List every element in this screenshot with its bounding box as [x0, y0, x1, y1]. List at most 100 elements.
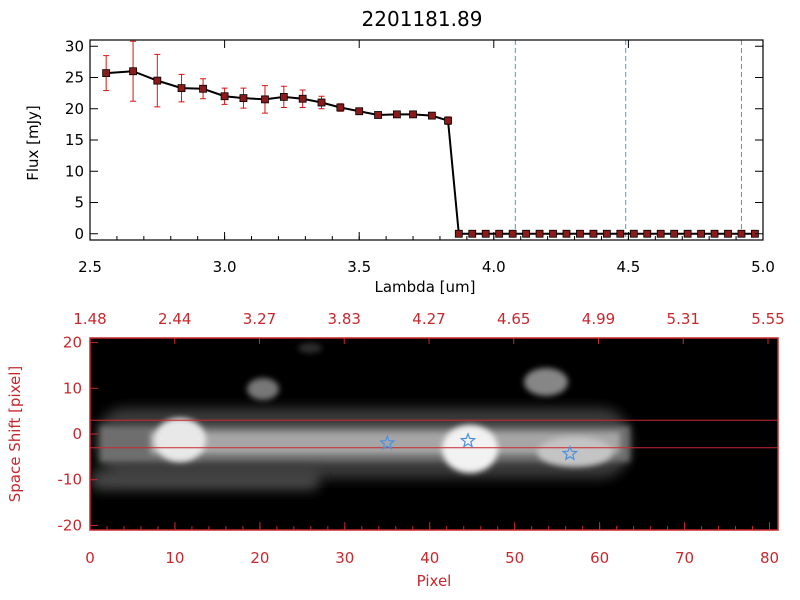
bright-knot-center — [442, 425, 498, 473]
data-point-1-21 — [737, 229, 746, 238]
wavelength-tick-label-3: 3.83 — [328, 310, 361, 328]
data-point-1-3 — [495, 229, 504, 238]
data-point-1-9 — [576, 229, 584, 238]
data-point-0-4 — [199, 84, 207, 93]
wavelength-tick-label-6: 4.99 — [582, 310, 615, 328]
data-point-1-6 — [535, 229, 544, 238]
aperture-lines — [90, 419, 778, 449]
spectrum-image-panel: 0 10 20 30 40 50 60 70 80 -20 -10 0 10 20 1.48 2.44 3.… — [6, 310, 785, 590]
blob-top-mid — [298, 343, 322, 353]
shift-tick-label-2: 0 — [72, 425, 82, 443]
y-tick-label-5: 25 — [65, 69, 84, 87]
star-markers — [379, 432, 579, 461]
data-point-0-9 — [298, 94, 307, 103]
data-point-0-11 — [336, 103, 345, 112]
blob-upper-left — [247, 378, 279, 400]
y-tick-label-3: 15 — [65, 131, 84, 149]
shift-tick-label-1: -10 — [58, 471, 83, 489]
spectrum-panel: 2201181.89 2.5 3.0 3.5 4.0 4.5 5.0 0 5 10 15 20 25… — [24, 7, 775, 296]
x-tick-label-0: 2.5 — [78, 258, 102, 276]
data-point-1-18 — [697, 229, 705, 238]
data-point-0-10 — [317, 98, 326, 107]
data-point-0-14 — [392, 110, 401, 119]
data-point-1-10 — [589, 229, 598, 238]
data-point-0-17 — [444, 116, 452, 125]
pixel-tick-label-1: 10 — [165, 549, 184, 567]
trace-core — [150, 432, 620, 454]
data-point-1-1 — [468, 229, 477, 238]
data-point-0-0 — [102, 69, 111, 78]
data-point-1-4 — [508, 229, 517, 238]
data-point-0-5 — [220, 92, 229, 101]
data-point-1-17 — [683, 229, 692, 238]
wavelength-tick-label-0: 1.48 — [73, 310, 106, 328]
x-tick-label-2: 3.5 — [347, 258, 371, 276]
pixel-tick-label-7: 70 — [675, 549, 694, 567]
y-axis-label: Flux [mJy] — [24, 105, 42, 181]
data-point-1-14 — [643, 229, 652, 238]
x-tick-label-1: 3.0 — [213, 258, 237, 276]
data-point-0-3 — [177, 84, 186, 93]
pixel-tick-label-2: 20 — [250, 549, 269, 567]
wavelength-tick-label-2: 3.27 — [243, 310, 276, 328]
data-point-0-6 — [239, 94, 248, 103]
series-layer — [102, 40, 759, 238]
pixel-axis-label: Pixel — [417, 572, 452, 590]
x-axis: 2.5 3.0 3.5 4.0 4.5 5.0 — [78, 40, 775, 276]
lower-streak — [90, 470, 320, 490]
data-point-1-13 — [629, 229, 638, 238]
pixel-tick-label-3: 30 — [335, 549, 354, 567]
y-tick-label-1: 5 — [74, 194, 84, 212]
pixel-tick-label-8: 80 — [760, 549, 779, 567]
x-tick-label-4: 4.5 — [616, 258, 640, 276]
data-point-1-12 — [616, 229, 625, 238]
star-marker-1 — [459, 432, 477, 448]
bright-knot-left — [154, 418, 206, 462]
pixel-axis: 0 10 20 30 40 50 60 70 80 — [85, 522, 779, 567]
data-point-0-15 — [409, 110, 417, 119]
data-point-1-0 — [454, 229, 463, 238]
y-tick-label-0: 0 — [74, 225, 84, 243]
data-point-0-12 — [355, 107, 364, 116]
data-point-1-19 — [710, 229, 719, 238]
pixel-tick-label-6: 60 — [590, 549, 609, 567]
y-tick-label-4: 20 — [65, 100, 84, 118]
pixel-tick-label-5: 50 — [505, 549, 524, 567]
y-axis: 0 5 10 15 20 25 30 — [65, 37, 763, 243]
spectrum-frame — [89, 39, 764, 241]
data-point-0-13 — [374, 111, 382, 119]
wavelength-axis: 1.48 2.44 3.27 3.83 4.27 4.65 4.99 5.31 5.55 — [73, 310, 785, 344]
wavelength-tick-label-8: 5.55 — [751, 310, 784, 328]
wavelength-tick-label-4: 4.27 — [412, 310, 445, 328]
star-marker-0 — [379, 434, 396, 451]
pixel-tick-label-0: 0 — [85, 549, 95, 567]
shift-tick-label-3: 10 — [63, 379, 82, 397]
data-point-1-20 — [724, 229, 732, 238]
shift-axis-label: Space Shift [pixel] — [6, 366, 24, 503]
data-point-0-1 — [129, 67, 137, 76]
pixel-tick-label-4: 40 — [420, 549, 439, 567]
data-point-1-7 — [549, 229, 557, 238]
data-point-1-2 — [481, 229, 490, 238]
shift-tick-label-4: 20 — [63, 334, 82, 352]
wavelength-tick-label-7: 5.31 — [667, 310, 700, 328]
data-point-1-5 — [522, 229, 531, 238]
x-tick-label-5: 5.0 — [751, 258, 775, 276]
data-point-0-8 — [279, 92, 288, 101]
data-point-1-11 — [602, 229, 611, 238]
data-point-0-7 — [261, 95, 269, 104]
shift-axis: -20 -10 0 10 20 — [58, 334, 98, 534]
data-point-0-2 — [153, 76, 162, 85]
vline-layer — [514, 40, 742, 240]
star-marker-2 — [561, 445, 579, 461]
y-tick-label-2: 10 — [65, 162, 84, 180]
x-tick-label-3: 4.0 — [482, 258, 506, 276]
wavelength-tick-label-5: 4.65 — [497, 310, 530, 328]
image-glow — [90, 343, 630, 490]
chart-title: 2201181.89 — [362, 7, 483, 31]
shift-tick-label-0: -20 — [58, 516, 83, 534]
y-tick-label-6: 30 — [65, 37, 84, 55]
data-point-0-16 — [427, 111, 436, 120]
data-point-1-15 — [656, 229, 665, 238]
